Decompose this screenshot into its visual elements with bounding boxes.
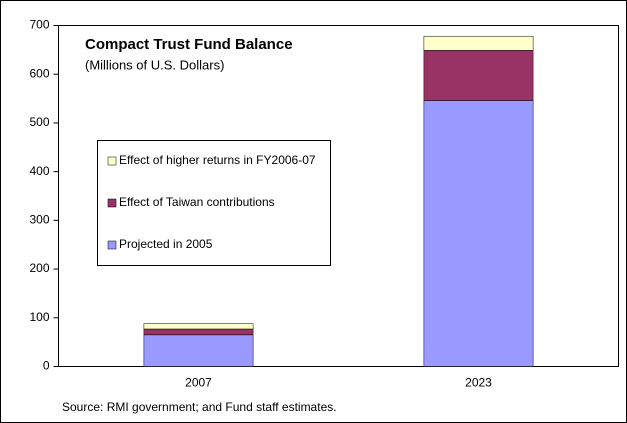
chart-subtitle: (Millions of U.S. Dollars) — [85, 57, 224, 72]
plot-frame — [58, 25, 619, 367]
y-tick-label: 0 — [43, 359, 50, 373]
legend-label: Projected in 2005 — [119, 237, 213, 251]
legend-swatch — [107, 240, 117, 250]
y-tick-label: 500 — [29, 115, 49, 129]
chart-title: Compact Trust Fund Balance — [85, 36, 293, 53]
bar-segment — [423, 35, 534, 51]
bar-segment — [423, 50, 534, 101]
y-tick-label: 300 — [29, 213, 49, 227]
y-tick-label: 700 — [29, 18, 49, 32]
bar-segment — [143, 334, 254, 367]
y-tick-label: 400 — [29, 164, 49, 178]
legend-swatch — [107, 156, 117, 166]
legend-label: Effect of Taiwan contributions — [119, 195, 275, 209]
x-tick-label: 2023 — [465, 376, 492, 390]
bar-segment — [143, 328, 254, 336]
y-tick-label: 600 — [29, 66, 49, 80]
x-tick-label: 2007 — [185, 376, 212, 390]
y-tick-label: 200 — [29, 261, 49, 275]
legend-swatch — [107, 198, 117, 208]
bar-segment — [423, 100, 534, 367]
legend — [97, 140, 331, 266]
bar-segment — [143, 323, 254, 330]
legend-label: Effect of higher returns in FY2006-07 — [119, 153, 316, 167]
y-tick-label: 100 — [29, 310, 49, 324]
source-note: Source: RMI government; and Fund staff e… — [62, 400, 337, 414]
